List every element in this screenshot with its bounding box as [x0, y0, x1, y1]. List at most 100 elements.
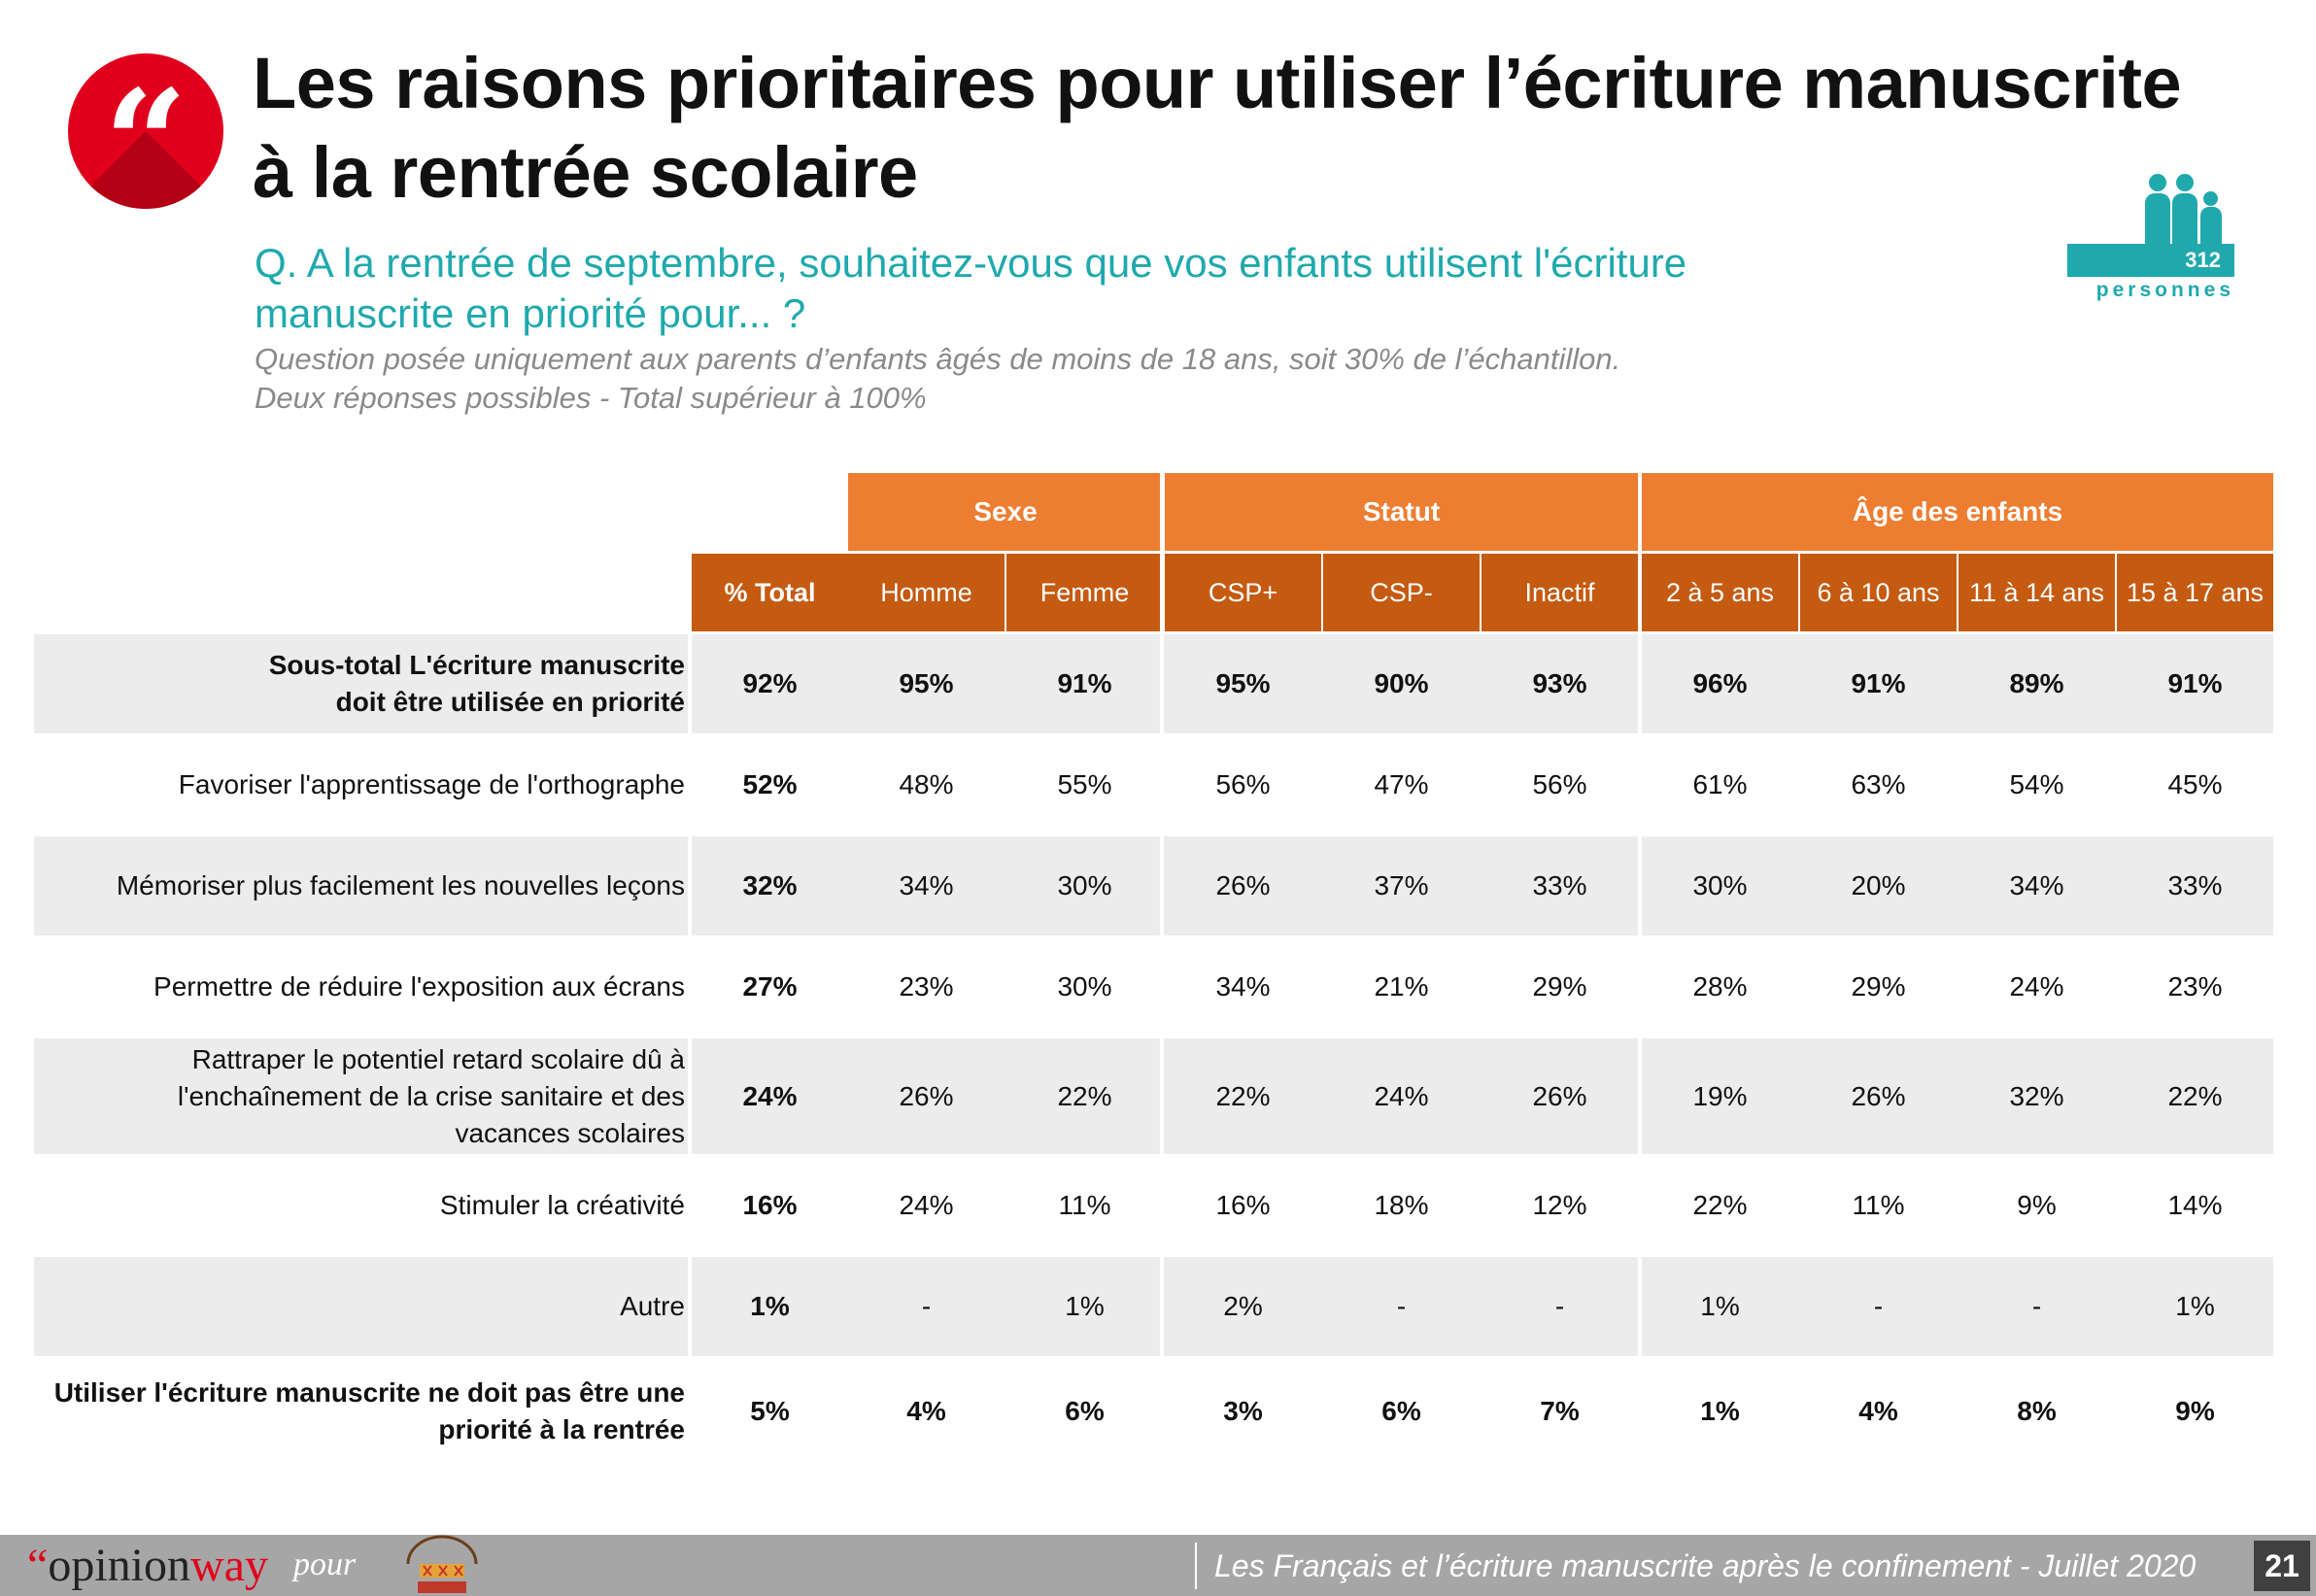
value-cell: 29%: [1532, 971, 1587, 1002]
value-cell: 1%: [1700, 1291, 1740, 1321]
value-cell: 23%: [2167, 971, 2223, 1002]
question-line-2: manuscrite en priorité pour... ?: [255, 290, 806, 336]
group-header: Statut: [1165, 473, 1638, 551]
table-row: Utiliser l'écriture manuscrite ne doit p…: [34, 1358, 2273, 1465]
value-cell: 24%: [899, 1190, 954, 1220]
value-cell: 96%: [1692, 668, 1748, 698]
value-cell: 9%: [2175, 1396, 2215, 1426]
quote-glyph: “: [103, 58, 188, 209]
row-label: Autre: [620, 1291, 685, 1321]
value-cell: 1%: [2175, 1291, 2215, 1321]
value-cell: 4%: [1858, 1396, 1898, 1426]
value-cell: 22%: [1215, 1080, 1271, 1111]
column-separator: [1160, 473, 1164, 1465]
column-header: Femme: [1006, 554, 1163, 631]
table-row: Favoriser l'apprentissage de l'orthograp…: [34, 735, 2273, 834]
total-cell: 32%: [742, 870, 798, 900]
value-cell: 22%: [2167, 1080, 2223, 1111]
value-cell: 91%: [2167, 668, 2223, 698]
value-cell: 30%: [1057, 870, 1112, 900]
sample-size-badge: 312 personnes: [2067, 170, 2234, 306]
row-label: Favoriser l'apprentissage de l'orthograp…: [178, 769, 685, 799]
column-header: % Total: [692, 554, 848, 631]
value-cell: 9%: [2017, 1190, 2057, 1220]
column-header: 11 à 14 ans: [1958, 554, 2115, 631]
value-cell: 26%: [1532, 1080, 1587, 1111]
value-cell: 8%: [2017, 1396, 2057, 1426]
value-cell: 30%: [1692, 870, 1748, 900]
value-cell: 34%: [899, 870, 954, 900]
column-header: 15 à 17 ans: [2117, 554, 2273, 631]
value-cell: 56%: [1215, 769, 1271, 799]
value-cell: 33%: [1532, 870, 1587, 900]
value-cell: 12%: [1532, 1190, 1587, 1220]
value-cell: -: [1554, 1291, 1565, 1321]
value-cell: 90%: [1374, 668, 1429, 698]
row-label: Stimuler la créativité: [439, 1190, 685, 1220]
value-cell: 93%: [1532, 668, 1587, 698]
value-cell: 18%: [1374, 1190, 1429, 1220]
value-cell: 32%: [2009, 1080, 2064, 1111]
column-separator: [688, 473, 692, 1465]
footer-bar: “opinionway pour Les Français et l’écrit…: [0, 1535, 2316, 1596]
total-cell: 52%: [742, 769, 798, 799]
value-cell: 47%: [1374, 769, 1429, 799]
note-line-2: Deux réponses possibles - Total supérieu…: [255, 381, 927, 415]
value-cell: -: [1873, 1291, 1884, 1321]
value-cell: 95%: [899, 668, 954, 698]
value-cell: 91%: [1851, 668, 1906, 698]
value-cell: 91%: [1057, 668, 1112, 698]
value-cell: 26%: [1215, 870, 1271, 900]
value-cell: 1%: [1700, 1396, 1740, 1426]
column-separator: [1638, 473, 1642, 1465]
value-cell: 26%: [1851, 1080, 1906, 1111]
value-cell: 7%: [1540, 1396, 1580, 1426]
value-cell: 1%: [1065, 1291, 1105, 1321]
group-header: Sexe: [848, 473, 1163, 551]
question-text: Q. A la rentrée de septembre, souhaitez-…: [255, 238, 1906, 339]
value-cell: -: [921, 1291, 932, 1321]
table-row: Stimuler la créativité 16% 24% 11% 16% 18% 12%…: [34, 1156, 2273, 1255]
value-cell: -: [1396, 1291, 1407, 1321]
column-header: 2 à 5 ans: [1642, 554, 1798, 631]
total-cell: 5%: [750, 1396, 790, 1426]
value-cell: 89%: [2009, 668, 2064, 698]
title-line-2: à la rentrée scolaire: [253, 132, 918, 213]
row-label: Utiliser l'écriture manuscrite ne doit p…: [53, 1377, 685, 1444]
value-cell: 11%: [1058, 1190, 1111, 1220]
column-header: CSP+: [1165, 554, 1321, 631]
question-line-1: Q. A la rentrée de septembre, souhaitez-…: [255, 240, 1687, 286]
value-cell: 14%: [2167, 1190, 2223, 1220]
value-cell: 95%: [1215, 668, 1271, 698]
value-cell: 3%: [1223, 1396, 1263, 1426]
value-cell: 34%: [2009, 870, 2064, 900]
sample-count: 312: [2067, 244, 2234, 277]
column-header: Inactif: [1482, 554, 1638, 631]
column-header: 6 à 10 ans: [1800, 554, 1957, 631]
value-cell: 34%: [1215, 971, 1271, 1002]
total-cell: 16%: [742, 1190, 798, 1220]
footer-pour: pour: [293, 1546, 357, 1582]
value-cell: 61%: [1692, 769, 1748, 799]
value-cell: 63%: [1851, 769, 1906, 799]
value-cell: 20%: [1851, 870, 1906, 900]
value-cell: 23%: [899, 971, 954, 1002]
total-cell: 27%: [742, 971, 798, 1002]
column-header: CSP-: [1323, 554, 1480, 631]
value-cell: 54%: [2009, 769, 2064, 799]
value-cell: 22%: [1692, 1190, 1748, 1220]
value-cell: 28%: [1692, 971, 1748, 1002]
column-header: Homme: [848, 554, 1005, 631]
footer-subject: Les Français et l’écriture manuscrite ap…: [1214, 1548, 2197, 1583]
table-row: Mémoriser plus facilement les nouvelles …: [34, 836, 2273, 935]
total-cell: 24%: [742, 1080, 798, 1111]
value-cell: 6%: [1065, 1396, 1105, 1426]
row-label: Rattraper le potentiel retard scolaire d…: [177, 1043, 685, 1148]
row-label: Mémoriser plus facilement les nouvelles …: [116, 870, 685, 900]
value-cell: 6%: [1381, 1396, 1421, 1426]
table-row: Permettre de réduire l'exposition aux éc…: [34, 937, 2273, 1036]
value-cell: 4%: [906, 1396, 946, 1426]
value-cell: 16%: [1215, 1190, 1271, 1220]
value-cell: 24%: [1374, 1080, 1429, 1111]
value-cell: 56%: [1532, 769, 1587, 799]
